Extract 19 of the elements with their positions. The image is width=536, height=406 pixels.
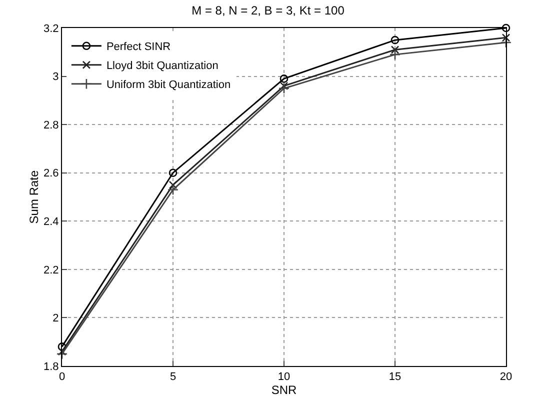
- y-tick-label: 2: [52, 312, 59, 325]
- y-tick-label: 2.4: [44, 216, 59, 228]
- x-tick-label: 10: [278, 371, 290, 384]
- legend-label: Uniform 3bit Quantization: [106, 79, 231, 92]
- x-tick-label: 5: [170, 371, 176, 384]
- y-tick-label: 2.2: [44, 264, 59, 276]
- x-tick-label: 15: [388, 371, 402, 384]
- y-tick-label: 2.6: [44, 168, 59, 180]
- x-tick-label: 0: [58, 371, 66, 384]
- y-tick-label: 3: [52, 71, 59, 84]
- y-tick-label: 1.8: [44, 360, 59, 373]
- x-tick-label: 20: [500, 371, 512, 384]
- x-axis-title: SNR: [271, 383, 297, 398]
- y-axis-title: Sum Rate: [26, 170, 41, 224]
- y-tick-label: 3.2: [44, 22, 59, 35]
- legend-label: Perfect SINR: [106, 41, 171, 54]
- legend-label: Lloyd 3bit Quantization: [106, 60, 218, 72]
- chart-title: M = 8, N = 2, B = 3, Kt = 100: [192, 3, 345, 18]
- y-tick-label: 2.8: [44, 119, 59, 132]
